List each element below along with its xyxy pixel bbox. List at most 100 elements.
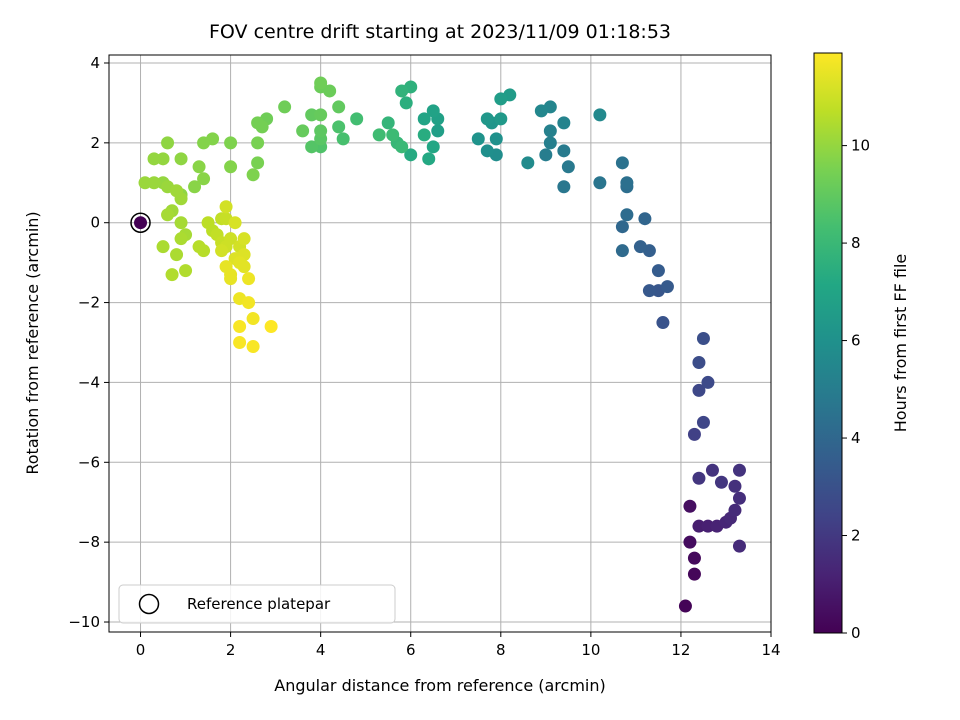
legend-label: Reference platepar	[187, 595, 331, 613]
data-point	[615, 156, 629, 170]
data-point	[399, 96, 413, 110]
data-point	[660, 280, 674, 294]
data-point	[692, 471, 706, 485]
data-point	[224, 160, 238, 174]
data-point	[687, 567, 701, 581]
data-point	[471, 132, 485, 146]
y-tick-label: −8	[78, 533, 100, 551]
data-point	[615, 244, 629, 258]
data-point	[395, 140, 409, 154]
data-point	[255, 120, 269, 134]
data-point	[192, 160, 206, 174]
data-point	[692, 383, 706, 397]
data-point	[215, 244, 229, 258]
data-point	[296, 124, 310, 138]
data-point	[224, 136, 238, 150]
data-point	[543, 136, 557, 150]
data-point	[237, 260, 251, 274]
reference-point-fill	[134, 216, 148, 230]
x-ticks: 0 2 4 6 8 10 12 14	[136, 632, 781, 659]
data-point	[683, 499, 697, 513]
data-point	[179, 264, 193, 278]
data-point	[170, 248, 184, 262]
y-tick-label: 4	[90, 54, 100, 72]
data-point	[701, 519, 715, 533]
legend-box	[118, 584, 396, 624]
colorbar-ticks: 0 2 4 6 8 10	[842, 137, 870, 642]
data-point	[615, 220, 629, 234]
data-point	[197, 136, 211, 150]
data-point	[156, 152, 170, 166]
data-point	[642, 284, 656, 298]
plot-frame	[108, 54, 772, 633]
legend: Reference platepar	[118, 584, 396, 624]
data-point	[147, 152, 161, 166]
x-axis-title: Angular distance from reference (arcmin)	[274, 676, 605, 695]
colorbar-tick-label: 6	[851, 332, 861, 350]
data-point	[224, 272, 238, 286]
data-point	[714, 475, 728, 489]
data-point	[197, 244, 211, 258]
data-point	[332, 120, 346, 134]
data-point	[305, 108, 319, 122]
y-tick-label: 0	[90, 214, 100, 232]
chart-title: FOV centre drift starting at 2023/11/09 …	[209, 21, 671, 43]
data-point	[350, 112, 364, 126]
data-point	[314, 124, 328, 138]
data-point	[557, 180, 571, 194]
x-tick-label: 12	[671, 641, 690, 659]
data-point	[246, 339, 260, 353]
data-points	[130, 76, 746, 613]
data-point	[314, 76, 328, 90]
data-point	[174, 232, 188, 246]
data-point	[543, 124, 557, 138]
data-point	[728, 503, 742, 517]
data-point	[332, 100, 346, 114]
data-point	[197, 172, 211, 186]
y-tick-label: −2	[78, 294, 100, 312]
data-point	[138, 176, 152, 190]
data-point	[593, 176, 607, 190]
data-point	[417, 112, 431, 126]
data-point	[174, 152, 188, 166]
x-tick-label: 0	[136, 641, 146, 659]
data-point	[237, 232, 251, 246]
data-point	[732, 463, 746, 477]
data-point	[165, 268, 179, 282]
data-point	[386, 128, 400, 142]
data-point	[489, 132, 503, 146]
data-point	[557, 144, 571, 158]
data-point	[480, 112, 494, 126]
y-axis-title: Rotation from reference (arcmin)	[23, 211, 42, 474]
data-point	[242, 296, 256, 310]
data-point	[534, 104, 548, 118]
data-point	[732, 491, 746, 505]
data-point	[246, 168, 260, 182]
data-point	[336, 132, 350, 146]
colorbar-tick-label: 10	[851, 137, 870, 155]
data-point	[557, 116, 571, 130]
colorbar-tick-label: 0	[851, 624, 861, 642]
data-point	[678, 599, 692, 613]
y-ticks: 4 2 0 −2 −4 −6 −8 −10	[68, 54, 109, 631]
data-point	[620, 176, 634, 190]
data-point	[539, 148, 553, 162]
y-tick-label: −10	[68, 613, 100, 631]
data-point	[620, 208, 634, 222]
data-point	[233, 336, 247, 350]
x-tick-label: 10	[581, 641, 600, 659]
data-point	[305, 140, 319, 154]
colorbar: 0 2 4 6 8 10 Hours from first FF file	[813, 52, 910, 642]
data-point	[593, 108, 607, 122]
data-point	[381, 116, 395, 130]
data-point	[422, 152, 436, 166]
colorbar-tick-label: 2	[851, 527, 861, 545]
data-point	[633, 240, 647, 254]
data-point	[251, 136, 265, 150]
data-point	[728, 479, 742, 493]
data-point	[323, 84, 337, 98]
x-tick-label: 8	[496, 641, 506, 659]
data-point	[224, 232, 238, 246]
x-tick-label: 2	[226, 641, 236, 659]
